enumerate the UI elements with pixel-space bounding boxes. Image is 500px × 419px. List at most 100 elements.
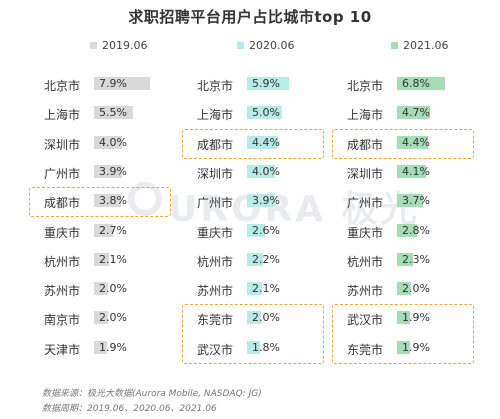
category-label: 苏州市 — [44, 284, 81, 299]
legend-swatch — [391, 42, 398, 49]
category-label: 成都市 — [44, 196, 81, 211]
data-label: 5.0% — [252, 106, 280, 120]
category-label: 东莞市 — [197, 313, 234, 328]
period-note: 数据周期：2019.06、2020.06、2021.06 — [42, 404, 217, 414]
watermark-logo-icon — [128, 182, 162, 216]
bar — [247, 194, 275, 208]
bar — [397, 282, 412, 296]
category-label: 成都市 — [197, 137, 234, 152]
bar — [247, 223, 266, 237]
chart-row: 武汉市 1.9% — [345, 308, 495, 330]
watermark: URORA 极光 — [168, 189, 420, 230]
chart-row: 东莞市 2.0% — [195, 308, 345, 330]
category-label: 东莞市 — [347, 342, 384, 357]
chart-title: 求职招聘平台用户占比城市top 10 — [128, 8, 372, 26]
category-label: 武汉市 — [197, 342, 234, 357]
bar — [397, 252, 414, 266]
data-label: 2.0% — [99, 311, 127, 325]
bar — [397, 106, 431, 120]
bar — [247, 252, 263, 266]
data-label: 2.8% — [402, 223, 430, 237]
data-label: 2.0% — [252, 311, 280, 325]
chart-row: 杭州市 2.1% — [42, 250, 192, 272]
category-label: 深圳市 — [197, 166, 234, 181]
data-label: 2.7% — [99, 223, 127, 237]
category-label: 广州市 — [197, 196, 234, 211]
data-label: 2.6% — [252, 223, 280, 237]
category-label: 北京市 — [197, 79, 234, 93]
data-label: 2.0% — [402, 282, 430, 296]
highlight-box — [29, 187, 171, 218]
category-label: 重庆市 — [44, 225, 81, 240]
category-label: 深圳市 — [347, 166, 384, 181]
chart-row: 苏州市 2.1% — [195, 279, 345, 301]
data-label: 4.0% — [99, 135, 127, 149]
chart-row: 重庆市 2.7% — [42, 221, 192, 243]
chart-row: 上海市 5.5% — [42, 103, 192, 125]
chart-row: 成都市 4.4% — [345, 133, 495, 155]
bar — [94, 340, 108, 354]
bar — [94, 252, 109, 266]
chart-row: 深圳市 4.0% — [195, 162, 345, 184]
data-label: 1.9% — [402, 340, 430, 354]
category-label: 上海市 — [197, 108, 234, 123]
data-label: 2.3% — [402, 252, 430, 266]
bar — [94, 223, 114, 237]
chart-row: 北京市 7.9% — [42, 74, 192, 96]
data-label: 2.0% — [99, 282, 127, 296]
category-label: 杭州市 — [197, 254, 234, 269]
chart-row: 杭州市 2.3% — [345, 250, 495, 272]
chart-row: 深圳市 4.1% — [345, 162, 495, 184]
bar — [94, 194, 121, 208]
chart-row: 北京市 5.9% — [195, 74, 345, 96]
chart-row: 广州市 3.9% — [195, 191, 345, 213]
legend-label: 2021.06 — [403, 39, 449, 52]
chart-row: 成都市 4.4% — [195, 133, 345, 155]
category-label: 北京市 — [347, 79, 384, 93]
category-label: 杭州市 — [347, 254, 384, 269]
category-label: 北京市 — [44, 79, 81, 93]
bar — [397, 194, 424, 208]
chart-row: 苏州市 2.0% — [345, 279, 495, 301]
data-label: 3.8% — [99, 194, 127, 208]
category-label: 武汉市 — [347, 313, 384, 328]
data-label: 5.5% — [99, 106, 127, 120]
data-label: 6.8% — [402, 77, 430, 90]
data-label: 1.9% — [402, 311, 430, 325]
bar — [94, 164, 122, 178]
category-label: 重庆市 — [197, 225, 234, 240]
bar — [94, 282, 109, 296]
bar — [247, 311, 262, 325]
chart-row: 成都市 3.8% — [42, 191, 192, 213]
category-label: 天津市 — [44, 342, 81, 357]
data-label: 1.8% — [252, 340, 280, 354]
chart-row: 杭州市 2.2% — [195, 250, 345, 272]
bar — [247, 135, 279, 149]
category-label: 苏州市 — [197, 284, 234, 299]
data-label: 4.4% — [252, 135, 280, 149]
data-label: 4.1% — [402, 164, 430, 178]
chart-row: 东莞市 1.9% — [345, 338, 495, 360]
chart-row: 北京市 6.8% — [345, 74, 495, 96]
data-label: 4.7% — [402, 106, 430, 120]
highlight-box — [182, 304, 324, 364]
category-label: 苏州市 — [347, 284, 384, 299]
legend-swatch — [237, 42, 244, 49]
bar — [247, 282, 262, 296]
category-label: 杭州市 — [44, 254, 81, 269]
bar — [94, 135, 123, 149]
legend-label: 2020.06 — [249, 39, 295, 52]
bar — [397, 340, 411, 354]
chart-row: 重庆市 2.6% — [195, 221, 345, 243]
data-label: 3.9% — [99, 164, 127, 178]
bar — [247, 340, 260, 354]
bar — [397, 77, 446, 90]
bar — [94, 77, 150, 90]
chart-row: 广州市 3.7% — [345, 191, 495, 213]
category-label: 深圳市 — [44, 137, 81, 152]
chart-row: 上海市 5.0% — [195, 103, 345, 125]
data-label: 3.9% — [252, 194, 280, 208]
bar — [397, 311, 411, 325]
data-label: 4.0% — [252, 164, 280, 178]
bar — [397, 164, 427, 178]
